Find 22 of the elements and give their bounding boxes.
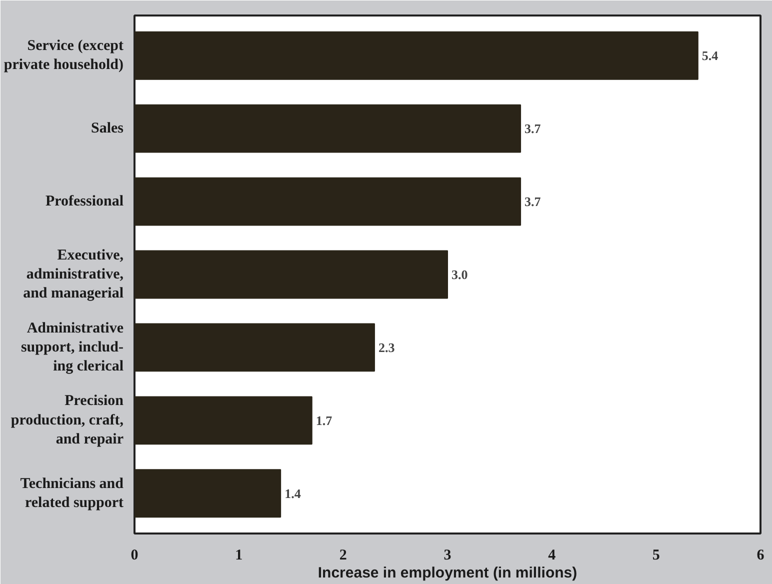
x-tick-label: 6 — [756, 548, 765, 564]
data-label: 1.4 — [284, 486, 302, 501]
data-label: 2.3 — [378, 340, 396, 355]
x-tick-label: 5 — [652, 548, 660, 564]
data-label: 3.7 — [524, 121, 542, 136]
y-tick-label: Executive, administrative, and managerial — [23, 247, 124, 302]
data-label: 5.4 — [702, 48, 719, 64]
x-tick-label: 3 — [444, 548, 452, 564]
y-tick-label: Professional — [45, 194, 124, 210]
y-tick-label: Administrative support, includ- ing clerical — [20, 320, 124, 375]
x-tick-label: 2 — [339, 548, 347, 564]
x-tick-label: 0 — [130, 548, 138, 564]
data-label: 3.0 — [452, 267, 468, 282]
x-tick-label: 4 — [548, 548, 556, 564]
y-tick-label: Precision production, craft, and repair — [10, 393, 124, 448]
y-tick-label: Service (except private household) — [4, 38, 124, 74]
y-tick-label: Technicians and related support — [20, 476, 124, 511]
data-label: 1.7 — [316, 412, 333, 428]
y-tick-label: Sales — [90, 120, 124, 137]
data-label: 3.7 — [524, 194, 542, 210]
x-tick-label: 1 — [235, 548, 243, 564]
x-axis-title: Increase in employment (in millions) — [318, 564, 578, 582]
